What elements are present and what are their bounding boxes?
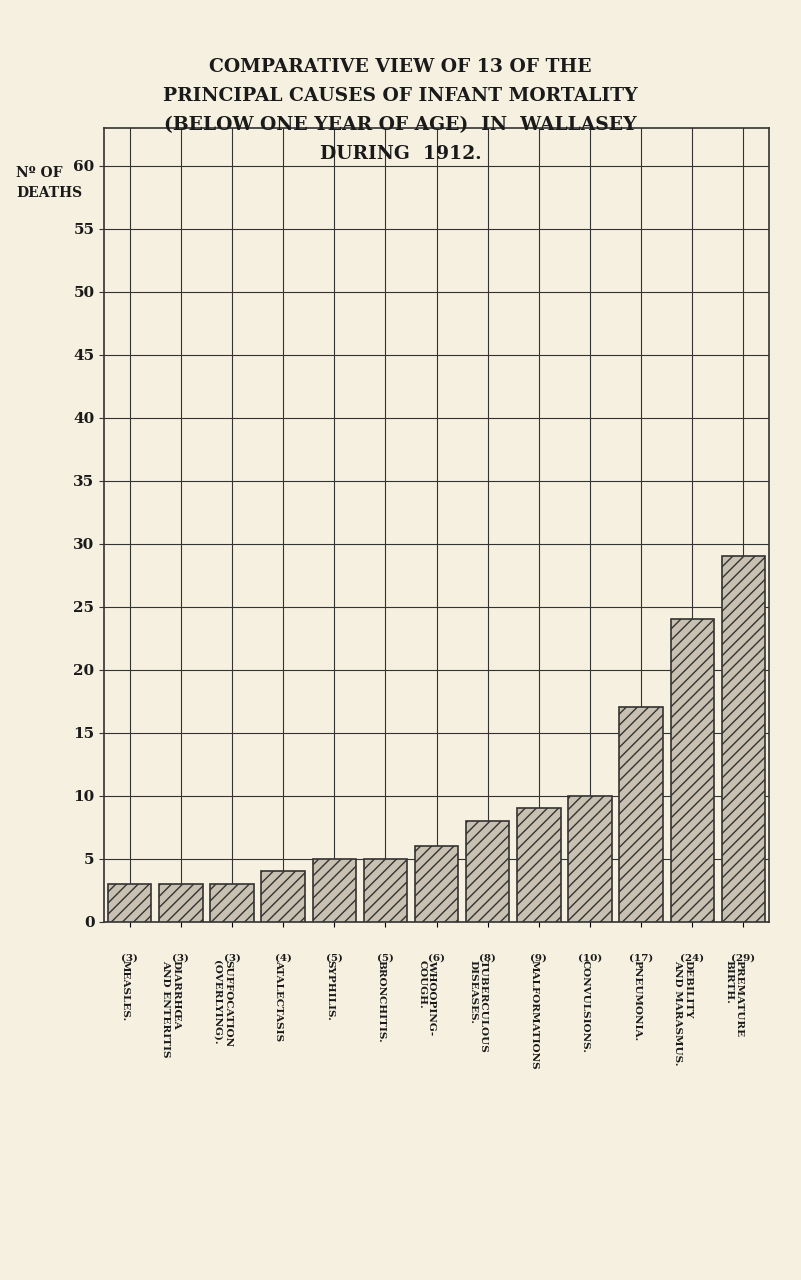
Text: (29): (29) — [731, 954, 755, 963]
Text: COMPARATIVE VIEW OF 13 OF THE
PRINCIPAL CAUSES OF INFANT MORTALITY
(BELOW ONE YE: COMPARATIVE VIEW OF 13 OF THE PRINCIPAL … — [163, 58, 638, 163]
Text: (5): (5) — [377, 954, 394, 963]
Text: ATALECTASIS: ATALECTASIS — [274, 960, 283, 1041]
Text: BRONCHITIS.: BRONCHITIS. — [376, 960, 385, 1043]
Text: TUBERCULOUS
DISEASES.: TUBERCULOUS DISEASES. — [469, 960, 488, 1052]
Text: (17): (17) — [629, 954, 654, 963]
Bar — [466, 820, 509, 922]
Bar — [261, 872, 305, 922]
Text: (3): (3) — [172, 954, 189, 963]
Bar — [364, 859, 407, 922]
Text: DIARRHŒA
AND ENTERITIS: DIARRHŒA AND ENTERITIS — [162, 960, 181, 1057]
Text: (9): (9) — [530, 954, 547, 963]
Text: SUFFOCATION
(OVERLYING).: SUFFOCATION (OVERLYING). — [212, 960, 232, 1047]
Text: (24): (24) — [680, 954, 704, 963]
Text: (10): (10) — [578, 954, 602, 963]
Text: MEASLES.: MEASLES. — [121, 960, 130, 1021]
Bar — [517, 808, 561, 922]
Bar — [108, 883, 151, 922]
Text: PNEUMONIA.: PNEUMONIA. — [632, 960, 641, 1041]
Bar — [415, 846, 458, 922]
Text: Nº OF
DEATHS: Nº OF DEATHS — [16, 166, 83, 200]
Text: WHOOPING-
COUGH.: WHOOPING- COUGH. — [417, 960, 437, 1036]
Bar — [670, 620, 714, 922]
Text: (4): (4) — [275, 954, 292, 963]
Text: DEBILITY
AND MARASMUS.: DEBILITY AND MARASMUS. — [673, 960, 692, 1065]
Text: (6): (6) — [428, 954, 445, 963]
Bar — [210, 883, 254, 922]
Bar — [722, 557, 765, 922]
Bar — [619, 708, 663, 922]
Bar — [159, 883, 203, 922]
Text: MALFORMATIONS: MALFORMATIONS — [529, 960, 539, 1070]
Text: PREMATURE
BIRTH.: PREMATURE BIRTH. — [724, 960, 743, 1037]
Text: (3): (3) — [223, 954, 240, 963]
Bar — [312, 859, 356, 922]
Text: (3): (3) — [121, 954, 138, 963]
Text: CONVULSIONS.: CONVULSIONS. — [581, 960, 590, 1053]
Text: (8): (8) — [479, 954, 496, 963]
Text: SYPHILIS.: SYPHILIS. — [325, 960, 334, 1021]
Bar — [568, 796, 612, 922]
Text: (5): (5) — [326, 954, 343, 963]
